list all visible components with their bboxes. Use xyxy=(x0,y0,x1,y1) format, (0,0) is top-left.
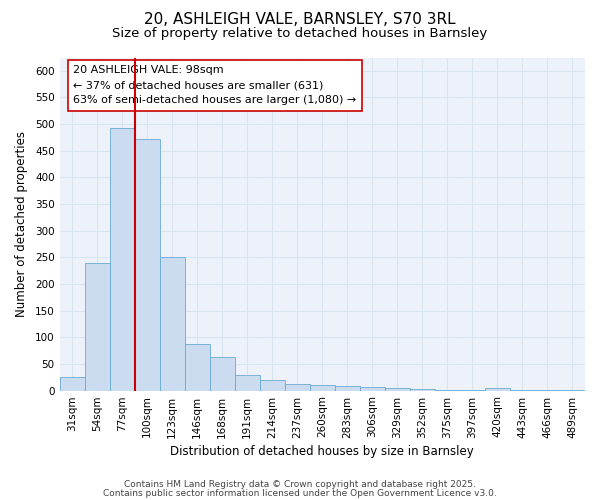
Text: Size of property relative to detached houses in Barnsley: Size of property relative to detached ho… xyxy=(112,28,488,40)
Bar xyxy=(335,386,360,390)
Text: Contains HM Land Registry data © Crown copyright and database right 2025.: Contains HM Land Registry data © Crown c… xyxy=(124,480,476,489)
Bar xyxy=(285,384,310,390)
Bar xyxy=(235,374,260,390)
Bar xyxy=(160,258,185,390)
Bar xyxy=(134,138,160,390)
Text: 20 ASHLEIGH VALE: 98sqm
← 37% of detached houses are smaller (631)
63% of semi-d: 20 ASHLEIGH VALE: 98sqm ← 37% of detache… xyxy=(73,66,356,105)
Bar xyxy=(260,380,285,390)
Bar xyxy=(410,389,435,390)
X-axis label: Distribution of detached houses by size in Barnsley: Distribution of detached houses by size … xyxy=(170,444,474,458)
Bar xyxy=(185,344,209,390)
Bar xyxy=(360,388,385,390)
Bar xyxy=(59,377,85,390)
Bar xyxy=(110,128,134,390)
Bar xyxy=(209,357,235,390)
Bar xyxy=(310,385,335,390)
Bar xyxy=(385,388,410,390)
Bar xyxy=(85,262,110,390)
Y-axis label: Number of detached properties: Number of detached properties xyxy=(15,131,28,317)
Bar xyxy=(485,388,510,390)
Text: 20, ASHLEIGH VALE, BARNSLEY, S70 3RL: 20, ASHLEIGH VALE, BARNSLEY, S70 3RL xyxy=(144,12,456,28)
Text: Contains public sector information licensed under the Open Government Licence v3: Contains public sector information licen… xyxy=(103,488,497,498)
